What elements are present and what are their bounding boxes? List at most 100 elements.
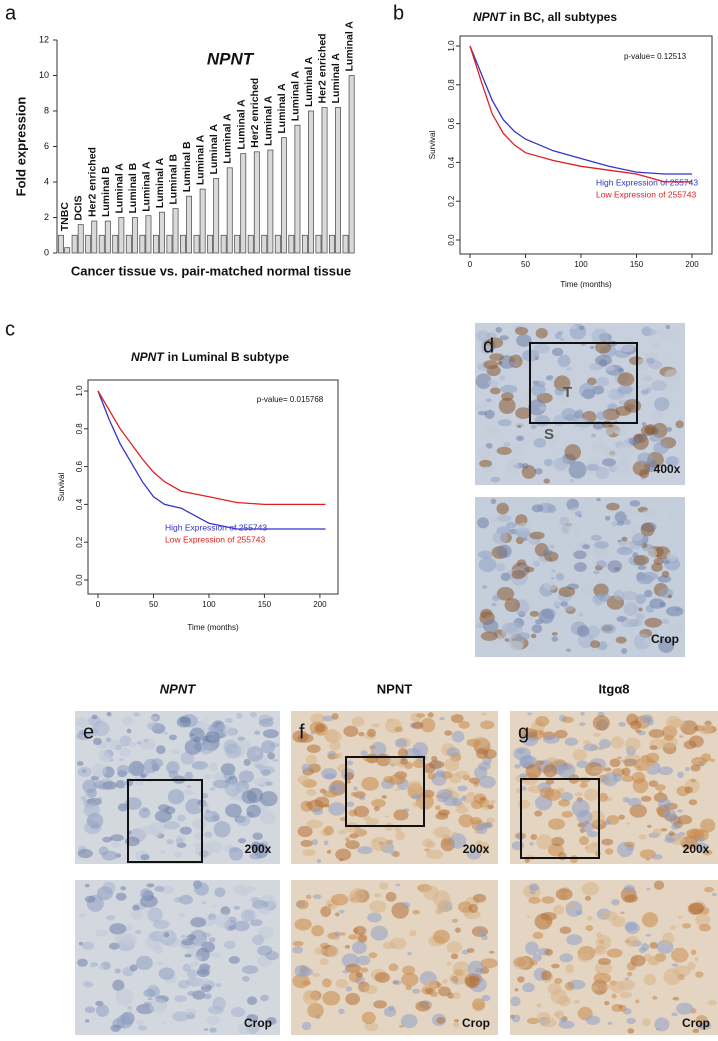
tissue-texture — [623, 601, 639, 616]
tissue-texture — [327, 946, 339, 958]
tissue-texture — [629, 804, 647, 818]
tissue-texture — [533, 560, 541, 568]
tissue-texture — [574, 562, 587, 572]
legend-entry: High Expression of 255743 — [165, 522, 267, 532]
tissue-texture — [296, 899, 309, 910]
tissue-texture — [528, 883, 539, 892]
tissue-texture — [389, 774, 406, 785]
category-label: Her2 enriched — [249, 78, 261, 148]
tissue-texture — [482, 822, 493, 829]
tissue-texture — [525, 763, 542, 779]
tissue-texture — [76, 761, 84, 766]
tissue-texture — [570, 855, 579, 864]
tissue-texture — [606, 367, 612, 373]
bar — [342, 234, 349, 254]
x-tick-label: 100 — [202, 600, 216, 609]
tissue-texture — [453, 979, 459, 984]
tissue-texture — [590, 534, 602, 541]
tissue-texture — [526, 915, 531, 919]
tissue-texture — [78, 941, 83, 946]
tissue-texture — [611, 993, 617, 999]
tissue-texture — [607, 560, 623, 573]
tissue-texture — [675, 420, 684, 429]
tissue-texture — [630, 720, 642, 730]
tissue-texture — [115, 779, 126, 789]
tissue-texture — [569, 478, 574, 483]
tissue-texture — [179, 826, 192, 835]
panel-letter: e — [83, 721, 94, 743]
tissue-texture — [505, 621, 523, 636]
tissue-texture — [261, 740, 276, 754]
bar — [240, 153, 247, 254]
tissue-texture — [517, 976, 525, 983]
bar — [199, 188, 206, 254]
tissue-texture — [490, 476, 501, 483]
tissue-texture — [363, 984, 378, 995]
tissue-texture — [646, 548, 658, 559]
tissue-texture — [610, 736, 624, 749]
tissue-texture — [189, 961, 199, 967]
tissue-texture — [213, 772, 225, 781]
tissue-texture — [601, 838, 614, 846]
tissue-texture — [562, 716, 574, 724]
tissue-texture — [690, 949, 697, 955]
bar — [172, 208, 179, 254]
survival-line — [97, 390, 326, 506]
marker-label: S — [544, 426, 554, 443]
tissue-texture — [160, 850, 166, 854]
tissue-texture — [96, 886, 114, 901]
tissue-texture — [503, 441, 511, 447]
tissue-texture — [539, 1017, 557, 1028]
tissue-texture — [554, 729, 568, 739]
tissue-texture — [548, 818, 566, 830]
tissue-texture — [323, 840, 329, 846]
y-tick-label: 0.0 — [75, 574, 84, 586]
tissue-texture — [365, 822, 371, 826]
tissue-texture — [170, 748, 181, 755]
tissue-texture — [225, 803, 242, 818]
tissue-texture — [194, 882, 209, 896]
tissue-texture — [528, 399, 546, 416]
panel-letter: a — [5, 2, 17, 24]
annotation: p-value= 0.12513 — [624, 52, 687, 61]
tissue-texture — [369, 745, 376, 750]
tissue-texture — [549, 433, 555, 437]
y-tick-label: 8 — [44, 105, 49, 115]
category-label: Luminal A — [140, 161, 152, 212]
tissue-texture — [462, 793, 477, 804]
tissue-texture — [671, 1012, 678, 1017]
tissue-texture — [633, 633, 652, 650]
y-tick-label: 0.4 — [75, 498, 84, 510]
tissue-texture — [185, 1008, 197, 1016]
tissue-texture — [560, 338, 565, 341]
tissue-texture — [511, 446, 524, 456]
tissue-texture — [312, 894, 322, 900]
bar — [301, 234, 308, 254]
tissue-texture — [646, 887, 651, 891]
tissue-texture — [209, 952, 221, 958]
tissue-texture — [572, 749, 588, 761]
tissue-texture — [697, 1022, 712, 1031]
tissue-texture — [212, 996, 226, 1011]
tissue-texture — [580, 584, 594, 595]
tissue-texture — [629, 500, 641, 507]
tissue-texture — [584, 843, 600, 854]
tissue-texture — [496, 502, 509, 515]
tissue-texture — [535, 328, 548, 339]
tissue-texture — [669, 354, 674, 357]
tissue-texture — [427, 772, 437, 780]
category-label: Luminal A — [344, 21, 356, 72]
tissue-texture — [238, 770, 255, 783]
tissue-texture — [95, 1004, 110, 1017]
tissue-texture — [405, 985, 412, 991]
tissue-texture — [536, 834, 553, 850]
tissue-texture — [604, 515, 611, 521]
tissue-texture — [357, 846, 373, 855]
tissue-texture — [252, 934, 265, 946]
tissue-texture — [524, 858, 530, 863]
tissue-texture — [208, 762, 219, 772]
tissue-texture — [687, 961, 696, 971]
tissue-texture — [339, 909, 345, 914]
tissue-texture — [574, 792, 583, 797]
tissue-texture — [206, 1015, 220, 1026]
